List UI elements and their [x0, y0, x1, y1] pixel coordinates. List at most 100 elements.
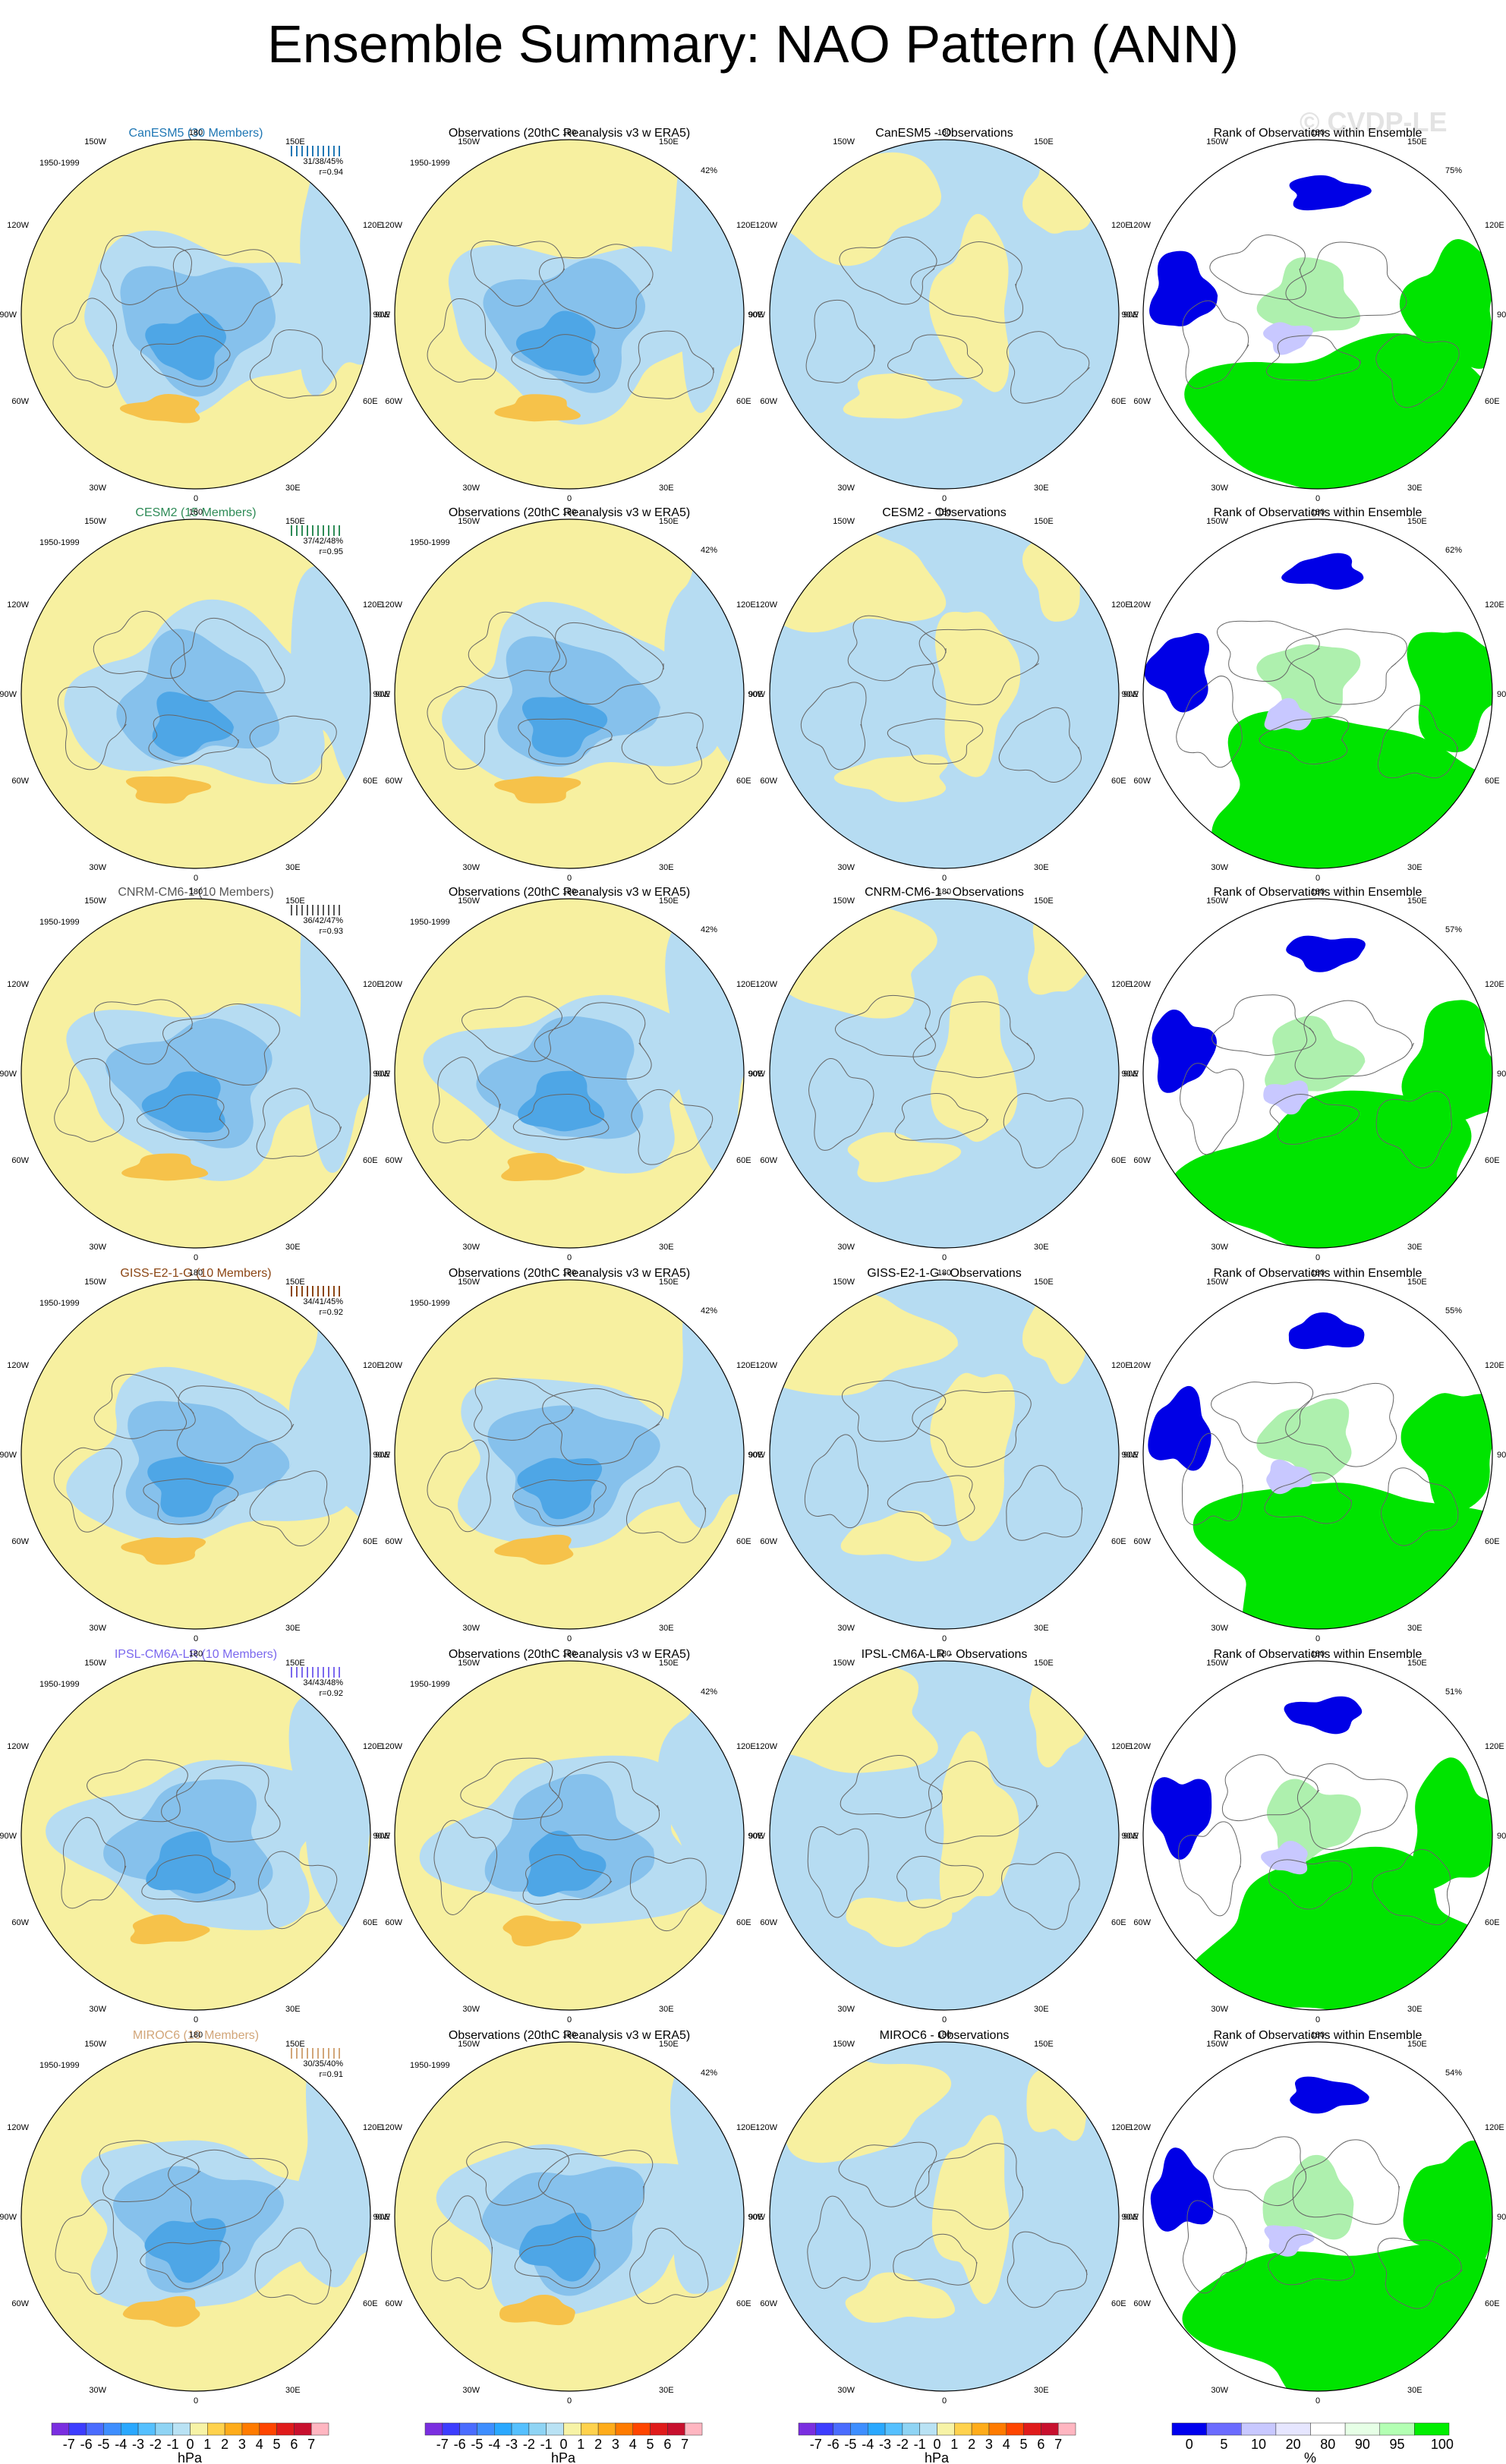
longitude-label: 120W — [7, 1742, 29, 1751]
longitude-label: 30W — [837, 484, 855, 493]
longitude-label: 150W — [84, 1659, 106, 1668]
longitude-label: 120E — [1111, 600, 1131, 610]
colorbar-swatch — [1006, 2422, 1024, 2436]
colorbar-tick-label: 2 — [221, 2437, 228, 2452]
longitude-label: 90E — [1123, 1070, 1139, 1079]
map-border — [394, 1660, 745, 2011]
coastline — [1294, 1000, 1414, 1079]
coastline — [841, 1380, 947, 1442]
coastline — [1183, 2200, 1247, 2294]
coastline — [512, 1479, 606, 1527]
colorbar-tick-label: -5 — [844, 2437, 856, 2452]
rank-pct: 51% — [1445, 1687, 1462, 1697]
longitude-label: 120E — [363, 1361, 383, 1370]
coastline — [893, 2233, 978, 2286]
colorbar-tick-label: 1 — [950, 2437, 958, 2452]
colorbar-tick-label: 3 — [612, 2437, 619, 2452]
map-border — [20, 139, 371, 490]
colorbar-tick-label: 0 — [933, 2437, 940, 2452]
longitude-label: 90W — [373, 690, 390, 699]
longitude-label: 30W — [462, 484, 480, 493]
rank-field — [1143, 140, 1492, 489]
longitude-label: 90W — [0, 310, 17, 320]
obs-title: Observations (20thC Reanalysis v3 w ERA5… — [449, 506, 690, 519]
longitude-label: 60E — [1111, 1537, 1126, 1546]
colorbar-swatch — [597, 2422, 616, 2436]
colorbar-swatch — [68, 2422, 87, 2436]
longitude-label: 30E — [1034, 1624, 1049, 1633]
colorbar-swatch — [172, 2422, 191, 2436]
longitude-label: 30W — [462, 1243, 480, 1252]
coastline — [1259, 716, 1350, 765]
period-label: 1950-1999 — [410, 159, 450, 168]
coastline — [805, 299, 875, 383]
period-label: 1950-1999 — [39, 918, 80, 927]
map-field — [770, 899, 1119, 1248]
colorbar-tick-label: 6 — [290, 2437, 298, 2452]
longitude-label: 60W — [385, 777, 402, 786]
coastline — [460, 1757, 563, 1820]
colorbar-swatch — [1041, 2422, 1059, 2436]
longitude-label: 150E — [1034, 896, 1054, 906]
coastline — [549, 622, 664, 705]
longitude-label: 150E — [659, 517, 679, 526]
coastline — [1217, 620, 1320, 682]
colorbar-tick-label: -7 — [810, 2437, 822, 2452]
obs-variance-pct: 42% — [701, 2069, 717, 2078]
coastline — [838, 2141, 937, 2207]
longitude-label: 60E — [1485, 397, 1500, 406]
coastline — [912, 1390, 1032, 1468]
colorbar-swatch — [155, 2422, 173, 2436]
colorbar-swatch — [310, 2422, 329, 2436]
longitude-label: 150W — [458, 1659, 480, 1668]
coastline — [1292, 2139, 1400, 2225]
longitude-label: 60W — [760, 1156, 777, 1165]
colorbar-swatch — [1414, 2422, 1450, 2436]
map-field — [21, 899, 370, 1248]
longitude-label: 180 — [562, 508, 576, 517]
longitude-label: 60W — [1133, 1156, 1151, 1165]
coastline — [1211, 994, 1316, 1056]
longitude-label: 120W — [7, 1361, 29, 1370]
coastline — [540, 1761, 660, 1841]
longitude-label: 150E — [285, 896, 305, 906]
colorbar-swatch — [650, 2422, 668, 2436]
longitude-label: 60E — [1485, 2299, 1500, 2308]
longitude-label: 120E — [1485, 2123, 1504, 2132]
coastline — [172, 248, 283, 332]
coastline — [1180, 1063, 1244, 1155]
longitude-label: 120E — [1485, 980, 1504, 989]
colorbar-tick-label: 80 — [1320, 2437, 1335, 2452]
longitude-label: 150E — [1034, 2040, 1054, 2049]
coastline — [1003, 1092, 1084, 1169]
longitude-label: 60W — [385, 2299, 402, 2308]
longitude-label: 150W — [84, 517, 106, 526]
longitude-label: 120E — [363, 221, 383, 230]
period-label: 1950-1999 — [410, 918, 450, 927]
longitude-label: 120W — [380, 2123, 402, 2132]
longitude-label: 60W — [11, 1156, 29, 1165]
colorbar-tick-label: 20 — [1286, 2437, 1301, 2452]
longitude-label: 150W — [1206, 1278, 1228, 1287]
map-border — [394, 139, 745, 490]
coastline — [834, 994, 936, 1057]
longitude-label: 180 — [937, 508, 951, 517]
longitude-label: 30E — [285, 2005, 301, 2014]
longitude-label: 120E — [1111, 1361, 1131, 1370]
longitude-label: 120E — [736, 1742, 756, 1751]
longitude-label: 30E — [1034, 1243, 1049, 1252]
longitude-label: 60E — [736, 1537, 751, 1546]
map-border — [394, 1279, 745, 1630]
coastline — [143, 1478, 239, 1525]
colorbar-swatch — [988, 2422, 1007, 2436]
coastline — [137, 1094, 230, 1142]
colorbar-tick-label: 0 — [186, 2437, 194, 2452]
coastline — [1375, 333, 1460, 408]
colorbar-tick-label: 5 — [647, 2437, 654, 2452]
colorbar-swatch — [581, 2422, 599, 2436]
panel-rank-2: Rank of Observations within Ensemble 57% 1… — [1121, 886, 1506, 1262]
longitude-label: 120E — [736, 2123, 756, 2132]
colorbar-tick-label: 3 — [238, 2437, 246, 2452]
coastline — [99, 2140, 201, 2203]
